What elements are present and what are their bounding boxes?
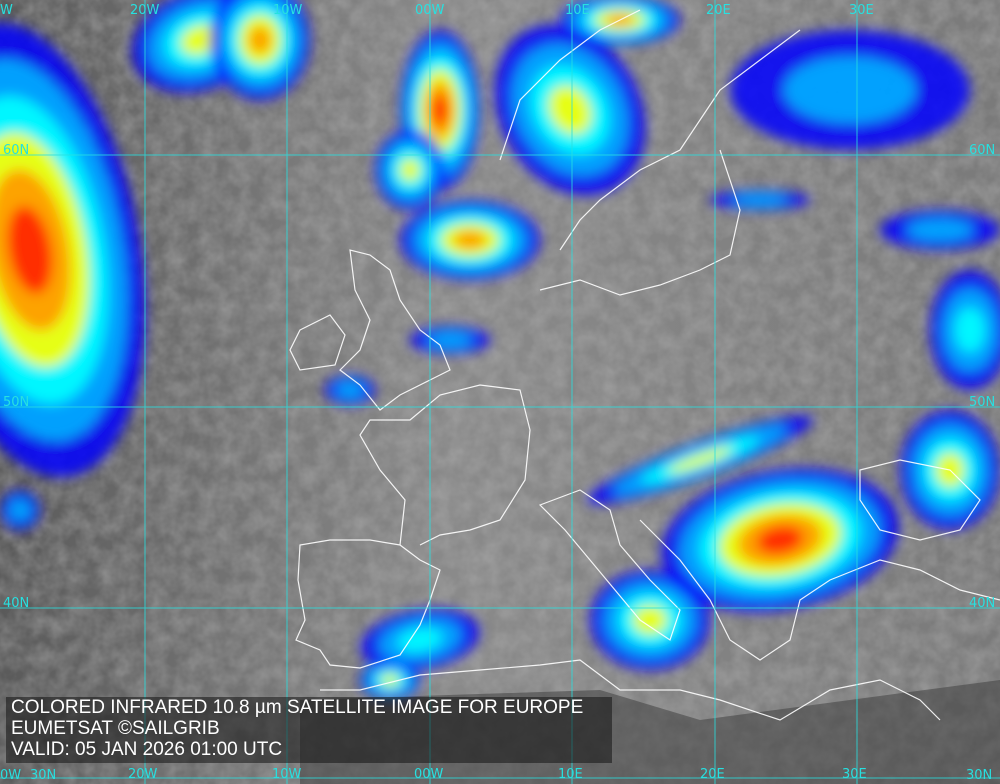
coastlines bbox=[289, 9, 1000, 721]
cloud-patch bbox=[732, 194, 788, 206]
coastline-iberia bbox=[295, 539, 441, 669]
lat-label-left: 30N bbox=[30, 768, 57, 783]
lon-label-bottom: 0W bbox=[0, 768, 22, 783]
lon-label-top: 00W bbox=[415, 3, 445, 18]
cloud-patch bbox=[7, 206, 53, 294]
lon-label-top: 30E bbox=[849, 3, 874, 18]
coastline-france bbox=[359, 384, 531, 546]
lon-label-bottom: 10W bbox=[272, 767, 302, 782]
caption-source: EUMETSAT ©SAILGRIB bbox=[11, 718, 220, 739]
cloud-patch bbox=[180, 24, 220, 56]
coastline-black-sea bbox=[859, 459, 981, 541]
cloud-patch bbox=[548, 85, 592, 135]
lon-label-top: 20W bbox=[130, 3, 160, 18]
cloud-patch bbox=[400, 158, 420, 182]
lon-label-bottom: 20W bbox=[128, 767, 158, 782]
caption-title: COLORED INFRARED 10.8 µm SATELLITE IMAGE… bbox=[11, 697, 584, 718]
lon-label-top: 10E bbox=[565, 3, 590, 18]
cloud-patch bbox=[784, 57, 916, 123]
cloud-patch bbox=[336, 381, 364, 399]
lat-label-left: 50N bbox=[3, 395, 30, 410]
coastline-italy bbox=[538, 489, 681, 641]
cloud-patch bbox=[955, 307, 985, 353]
cloud-patch bbox=[432, 94, 448, 126]
cloud-patch bbox=[9, 499, 31, 521]
lon-label-top: W bbox=[0, 3, 13, 18]
lat-label-right: 60N bbox=[969, 143, 996, 158]
lat-label-right: 50N bbox=[969, 395, 996, 410]
image-caption: COLORED INFRARED 10.8 µm SATELLITE IMAGE… bbox=[6, 697, 612, 763]
lon-label-top: 20E bbox=[706, 3, 731, 18]
coastline-ireland bbox=[289, 314, 346, 371]
cloud-patch bbox=[248, 26, 272, 54]
coastline-balkans bbox=[639, 519, 1000, 661]
cloud-patch bbox=[453, 230, 487, 250]
coastline-britain bbox=[339, 249, 451, 411]
cloud-patch bbox=[667, 447, 733, 473]
lon-label-top: 10W bbox=[273, 3, 303, 18]
cloud-patch bbox=[428, 332, 472, 348]
lon-label-bottom: 00W bbox=[414, 767, 444, 782]
coastline-baltic bbox=[539, 149, 741, 296]
caption-valid-time: VALID: 05 JAN 2026 01:00 UTC bbox=[11, 739, 283, 760]
cloud-patch bbox=[757, 526, 803, 554]
lat-label-right: 30N bbox=[966, 768, 993, 783]
cloud-patch bbox=[632, 605, 668, 635]
lon-label-bottom: 30E bbox=[842, 767, 867, 782]
lat-label-left: 60N bbox=[3, 143, 30, 158]
cloud-patch bbox=[397, 628, 443, 652]
cloud-patch bbox=[381, 674, 399, 686]
lat-label-right: 40N bbox=[969, 596, 996, 611]
cloud-patch bbox=[907, 219, 973, 241]
cloud-layer bbox=[0, 0, 1000, 700]
coastline-scandinavia bbox=[499, 9, 801, 251]
lon-label-bottom: 20E bbox=[700, 767, 725, 782]
lon-label-bottom: 10E bbox=[558, 767, 583, 782]
lat-label-left: 40N bbox=[3, 596, 30, 611]
